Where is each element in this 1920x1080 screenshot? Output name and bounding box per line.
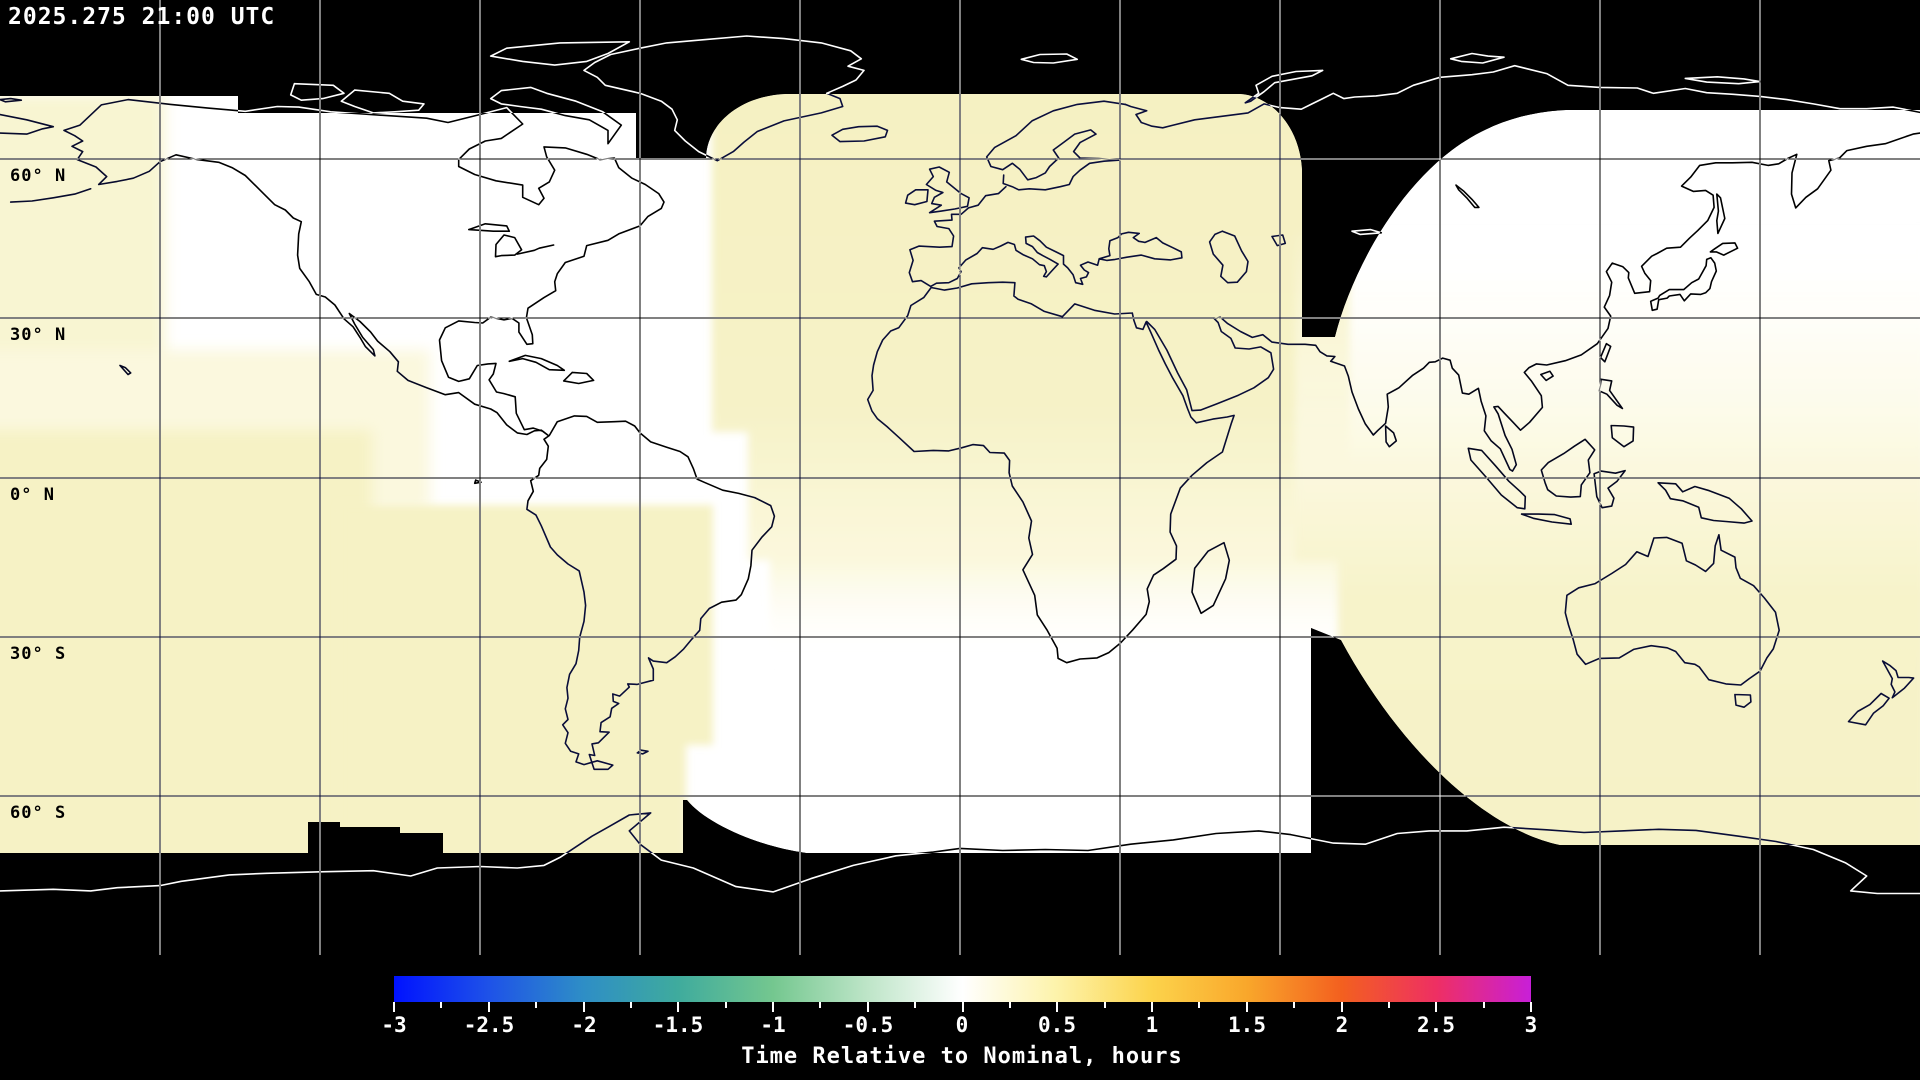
colorbar-major-tick — [866, 1002, 869, 1012]
colorbar-minor-tick — [1008, 1002, 1011, 1008]
colorbar-major-tick — [1530, 1002, 1532, 1012]
colorbar-major-tick — [677, 1002, 680, 1012]
colorbar-major-tick — [582, 1002, 585, 1012]
colorbar-tick-label: -2.5 — [463, 1013, 515, 1037]
colorbar-tick-label: -1.5 — [652, 1013, 704, 1037]
colorbar-tick-label: 0.5 — [1038, 1013, 1076, 1037]
colorbar-major-tick — [1056, 1002, 1059, 1012]
colorbar-tick-label: 2.5 — [1417, 1013, 1455, 1037]
colorbar-tick-label: -3 — [381, 1013, 407, 1037]
colorbar-title: Time Relative to Nominal, hours — [741, 1044, 1183, 1069]
colorbar-tick-label: -1 — [760, 1013, 786, 1037]
colorbar-major-tick — [1151, 1002, 1153, 1012]
colorbar-minor-tick — [914, 1002, 917, 1008]
colorbar-tick-label: -2 — [571, 1013, 597, 1037]
colorbar-major-tick — [1340, 1002, 1343, 1012]
coastline-layer — [0, 35, 1920, 895]
colorbar-major-tick — [772, 1002, 774, 1012]
colorbar-major-tick — [1245, 1002, 1248, 1012]
lat-label-60n: 60° N — [10, 166, 67, 186]
colorbar-major-tick — [1435, 1002, 1438, 1012]
colorbar-minor-tick — [1482, 1002, 1485, 1008]
colorbar-tick-label: 3 — [1524, 1013, 1538, 1037]
colorbar-minor-tick — [819, 1002, 822, 1008]
colorbar-minor-tick — [724, 1002, 727, 1008]
colorbar-minor-tick — [1103, 1002, 1106, 1008]
timestamp-label: 2025.275 21:00 UTC — [8, 4, 276, 30]
colorbar-minor-tick — [440, 1002, 443, 1008]
colorbar-tick-label: 2 — [1335, 1013, 1349, 1037]
colorbar-minor-tick — [629, 1002, 632, 1008]
colorbar-minor-tick — [1293, 1002, 1296, 1008]
colorbar-tick-label: -0.5 — [842, 1013, 894, 1037]
colorbar-tick-label: 1.5 — [1228, 1013, 1266, 1037]
colorbar-tick-label: 1 — [1145, 1013, 1159, 1037]
lat-label-30n: 30° N — [10, 325, 67, 345]
colorbar-minor-tick — [1387, 1002, 1390, 1008]
colorbar-gradient — [394, 976, 1531, 1002]
colorbar-major-tick — [487, 1002, 490, 1012]
colorbar-minor-tick — [1198, 1002, 1201, 1008]
colorbar-minor-tick — [535, 1002, 538, 1008]
colorbar-major-tick — [961, 1002, 964, 1012]
lat-label-30s: 30° S — [10, 644, 67, 664]
colorbar-tick-label: 0 — [955, 1013, 969, 1037]
lat-label-60s: 60° S — [10, 803, 67, 823]
grid-layer — [0, 0, 1920, 955]
colorbar-major-tick — [393, 1002, 395, 1012]
lat-label-0n: 0° N — [10, 485, 55, 505]
